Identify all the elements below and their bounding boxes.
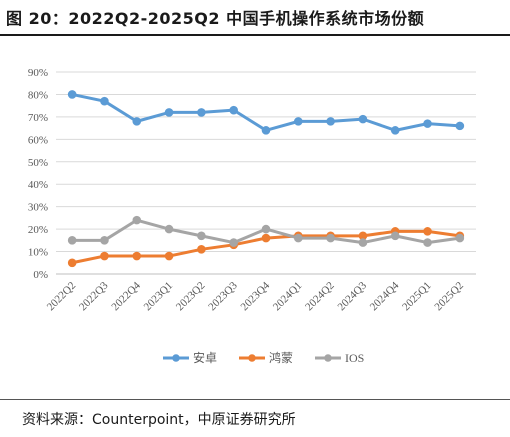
x-tick-label: 2025Q1	[400, 280, 434, 314]
x-tick-label: 2024Q2	[303, 280, 337, 314]
data-point	[455, 121, 465, 131]
x-tick-label: 2022Q3	[77, 279, 111, 313]
data-point	[132, 251, 142, 261]
data-point	[455, 233, 465, 243]
y-tick-label: 60%	[28, 134, 48, 146]
data-point	[294, 233, 303, 243]
legend-label: IOS	[345, 351, 364, 365]
legend-swatch-marker	[324, 354, 332, 362]
page-title: 图 20：2022Q2-2025Q2 中国手机操作系统市场份额	[6, 9, 425, 28]
data-point	[164, 108, 174, 117]
series-line	[70, 92, 462, 132]
x-tick-label: 2025Q2	[432, 280, 466, 314]
legend-label: 鸿蒙	[269, 351, 293, 365]
y-tick-label: 80%	[28, 89, 48, 101]
x-tick-label: 2022Q4	[109, 279, 143, 313]
x-tick-label: 2023Q2	[174, 280, 208, 314]
data-point	[358, 114, 368, 124]
data-point	[261, 224, 271, 234]
legend-swatch-marker	[172, 354, 180, 362]
data-point	[390, 126, 400, 135]
data-point	[294, 117, 303, 126]
x-tick-label: 2023Q4	[239, 279, 273, 313]
data-point	[261, 126, 271, 135]
data-point	[67, 90, 77, 99]
data-point	[197, 245, 206, 254]
data-point	[197, 108, 206, 117]
legend-swatch-marker	[248, 354, 256, 362]
x-tick-label: 2022Q2	[45, 280, 79, 314]
data-point	[423, 238, 432, 247]
source-note: 资料来源：Counterpoint，中原证券研究所	[22, 412, 296, 428]
y-tick-label: 50%	[28, 157, 48, 169]
data-point	[197, 231, 206, 241]
x-tick-label: 2024Q1	[271, 280, 305, 314]
data-point	[100, 251, 109, 261]
data-point	[326, 233, 335, 243]
y-tick-label: 10%	[28, 247, 48, 259]
data-point	[132, 215, 142, 225]
footer-divider	[0, 399, 510, 400]
line-chart: 0%10%20%30%40%50%60%70%80%90%2022Q22022Q…	[28, 67, 476, 365]
data-point	[67, 236, 77, 245]
data-point	[261, 233, 271, 243]
title-bar: 图 20：2022Q2-2025Q2 中国手机操作系统市场份额	[0, 0, 510, 36]
x-tick-label: 2023Q3	[206, 279, 240, 313]
y-tick-label: 90%	[28, 67, 48, 79]
data-point	[100, 236, 109, 245]
y-tick-label: 20%	[28, 224, 48, 236]
y-tick-label: 40%	[28, 179, 48, 191]
y-tick-label: 0%	[33, 269, 48, 281]
data-point	[390, 231, 400, 241]
data-point	[423, 227, 432, 236]
data-point	[164, 251, 174, 261]
x-tick-label: 2023Q1	[142, 280, 176, 314]
x-tick-label: 2024Q4	[368, 279, 402, 313]
y-tick-label: 70%	[28, 112, 48, 124]
legend-label: 安卓	[193, 350, 217, 365]
data-point	[423, 119, 432, 128]
y-tick-label: 30%	[28, 202, 48, 214]
data-point	[229, 238, 238, 247]
data-point	[358, 238, 368, 247]
title-divider	[0, 34, 510, 36]
data-point	[100, 96, 109, 106]
data-point	[67, 258, 77, 268]
data-point	[326, 117, 335, 126]
x-tick-label: 2024Q3	[335, 279, 369, 313]
data-point	[132, 117, 142, 126]
data-point	[164, 224, 174, 234]
data-point	[229, 105, 238, 115]
